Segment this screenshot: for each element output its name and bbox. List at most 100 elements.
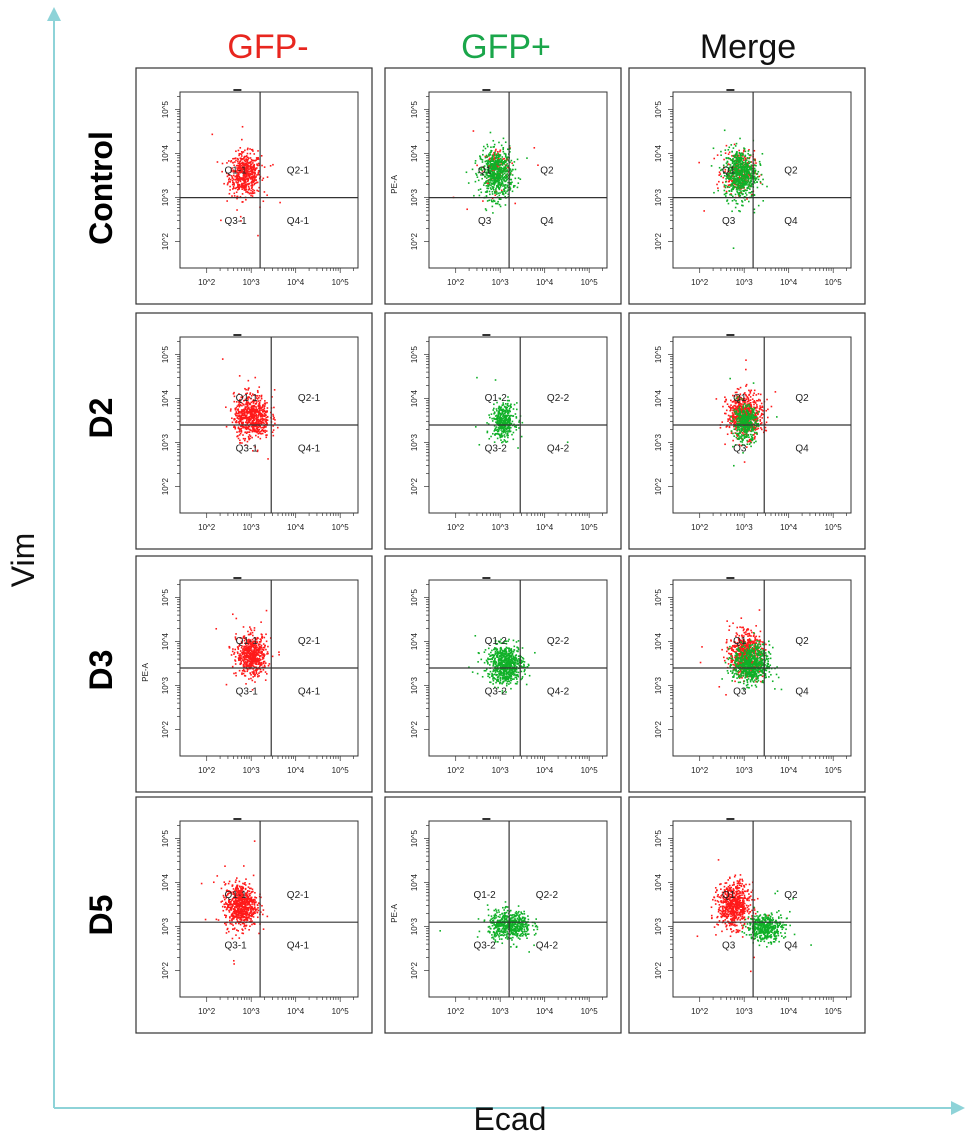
scatter-point xyxy=(698,161,700,164)
scatter-point xyxy=(745,194,748,196)
scatter-point xyxy=(507,434,509,437)
scatter-point xyxy=(736,413,739,416)
scatter-point xyxy=(239,179,241,181)
scatter-point xyxy=(260,433,262,435)
scatter-point xyxy=(238,401,240,403)
scatter-point xyxy=(745,394,748,397)
scatter-point xyxy=(249,429,252,431)
scatter-point xyxy=(745,176,747,178)
x-tick-label: 10^5 xyxy=(332,523,350,532)
scatter-point xyxy=(501,182,504,185)
scatter-point xyxy=(501,435,504,437)
scatter-point xyxy=(740,409,743,411)
scatter-point xyxy=(744,393,747,396)
scatter-point xyxy=(246,159,248,162)
scatter-point xyxy=(493,407,495,410)
scatter-point xyxy=(753,431,756,434)
scatter-point xyxy=(240,418,243,421)
scatter-point xyxy=(737,408,740,410)
scatter-point xyxy=(739,172,742,175)
scatter-point xyxy=(756,172,758,175)
scatter-point xyxy=(735,410,738,412)
scatter-point xyxy=(494,157,497,160)
scatter-point xyxy=(490,177,493,180)
scatter-point xyxy=(267,645,269,648)
scatter-point xyxy=(482,153,484,156)
scatter-point xyxy=(260,420,263,423)
scatter-point xyxy=(734,182,736,185)
scatter-point xyxy=(497,430,500,433)
y-tick-label: 10^5 xyxy=(654,346,663,364)
scatter-point xyxy=(757,411,759,414)
scatter-point xyxy=(484,156,487,159)
scatter-point xyxy=(505,430,508,432)
scatter-point xyxy=(497,423,499,425)
scatter-point xyxy=(223,182,225,185)
scatter-point xyxy=(259,420,262,423)
scatter-point xyxy=(743,403,746,405)
scatter-point xyxy=(493,200,496,202)
scatter-point xyxy=(492,432,494,435)
scatter-point xyxy=(246,152,249,155)
scatter-point xyxy=(509,419,511,422)
scatter-point xyxy=(249,402,251,405)
scatter-point xyxy=(746,403,749,406)
scatter-point xyxy=(755,394,758,396)
scatter-point xyxy=(478,194,481,197)
x-tick-label: 10^2 xyxy=(447,523,465,532)
scatter-point xyxy=(736,417,739,420)
scatter-point xyxy=(239,166,242,169)
scatter-point xyxy=(723,172,726,174)
scatter-point xyxy=(495,191,498,193)
y-tick-label: 10^2 xyxy=(410,478,419,496)
scatter-point xyxy=(474,426,477,428)
scatter-point xyxy=(486,430,489,433)
scatter-point xyxy=(739,435,741,438)
scatter-point xyxy=(252,426,255,428)
scatter-point xyxy=(732,247,735,249)
scatter-point xyxy=(733,464,735,467)
scatter-point xyxy=(736,152,738,155)
scatter-point xyxy=(234,421,237,423)
scatter-point xyxy=(252,668,254,670)
scatter-point xyxy=(506,399,509,402)
scatter-point xyxy=(265,426,267,428)
scatter-point xyxy=(244,407,247,410)
scatter-point xyxy=(745,368,747,371)
scatter-point xyxy=(477,189,480,191)
scatter-point xyxy=(495,421,497,423)
scatter-point xyxy=(747,398,750,400)
scatter-point xyxy=(751,410,754,413)
scatter-point xyxy=(746,184,748,186)
scatter-point xyxy=(745,415,748,418)
scatter-point xyxy=(724,400,727,403)
scatter-point xyxy=(211,133,214,136)
scatter-point xyxy=(744,150,747,153)
scatter-point xyxy=(245,665,248,668)
scatter-point xyxy=(253,159,256,162)
scatter-point xyxy=(231,421,234,424)
scatter-point xyxy=(497,183,500,185)
scatter-point xyxy=(494,429,497,431)
scatter-point xyxy=(720,169,722,172)
scatter-point xyxy=(221,358,224,360)
scatter-point xyxy=(713,157,716,160)
scatter-point xyxy=(508,427,511,430)
scatter-point xyxy=(496,186,498,188)
scatter-point xyxy=(251,425,253,428)
scatter-point xyxy=(738,149,740,152)
scatter-point xyxy=(746,407,749,410)
scatter-point xyxy=(733,161,735,163)
scatter-point xyxy=(751,434,754,436)
scatter-point xyxy=(242,164,245,166)
scatter-point xyxy=(257,171,260,174)
scatter-point xyxy=(477,171,480,174)
scatter-point xyxy=(743,180,745,183)
scatter-point xyxy=(744,411,747,413)
scatter-point xyxy=(735,179,737,182)
scatter-point xyxy=(240,421,243,424)
scatter-point xyxy=(728,167,730,170)
scatter-point xyxy=(750,410,752,413)
scatter-point xyxy=(752,423,754,425)
scatter-point xyxy=(238,176,241,179)
